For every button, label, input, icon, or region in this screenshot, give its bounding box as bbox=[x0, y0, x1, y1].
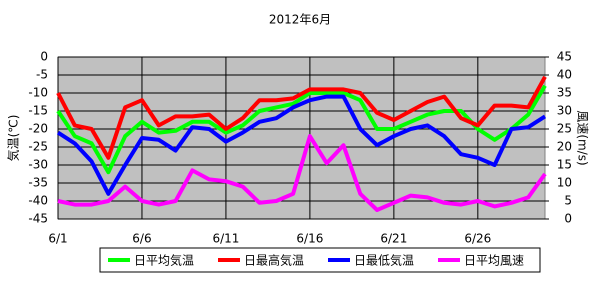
legend-label: 日最低気温 bbox=[354, 253, 414, 268]
y2-tick-label: 15 bbox=[557, 158, 572, 172]
x-tick-label: 6/6 bbox=[132, 232, 151, 246]
y-tick-label: -45 bbox=[28, 212, 48, 226]
y2-tick-label: 5 bbox=[564, 194, 572, 208]
legend-label: 日平均気温 bbox=[134, 253, 194, 268]
y2-axis-label: 風速(m/s) bbox=[576, 110, 590, 165]
y2-tick-label: 25 bbox=[557, 122, 572, 136]
legend-label: 日最高気温 bbox=[244, 253, 304, 268]
y-tick-label: -30 bbox=[28, 158, 48, 172]
y-tick-label: -40 bbox=[28, 194, 48, 208]
series-line bbox=[56, 94, 547, 196]
series-line bbox=[56, 84, 547, 175]
y-tick-label: -5 bbox=[36, 68, 48, 82]
x-tick-label: 6/11 bbox=[212, 232, 239, 246]
y2-tick-label: 30 bbox=[557, 104, 572, 118]
y-axis-label: 気温(℃) bbox=[6, 115, 21, 162]
y-tick-label: -35 bbox=[28, 176, 48, 190]
y2-tick-label: 10 bbox=[557, 176, 572, 190]
y2-tick-label: 20 bbox=[557, 140, 572, 154]
plot-area bbox=[57, 56, 546, 220]
y-tick-label: -10 bbox=[28, 86, 48, 100]
y2-tick-label: 45 bbox=[557, 50, 572, 64]
chart-title: 2012年6月 bbox=[269, 13, 331, 27]
legend-label: 日平均風速 bbox=[464, 254, 524, 268]
y2-tick-label: 40 bbox=[557, 68, 572, 82]
y-tick-label: -25 bbox=[28, 140, 48, 154]
series-line bbox=[56, 75, 547, 160]
x-tick-label: 6/26 bbox=[464, 232, 491, 246]
series-line bbox=[57, 134, 547, 212]
x-tick-label: 6/21 bbox=[380, 232, 407, 246]
x-tick-label: 6/16 bbox=[296, 232, 323, 246]
y-tick-label: 0 bbox=[40, 50, 48, 64]
x-tick-label: 6/1 bbox=[48, 232, 67, 246]
y-tick-label: -15 bbox=[28, 104, 48, 118]
y-tick-label: -20 bbox=[28, 122, 48, 136]
legend-box bbox=[99, 247, 541, 273]
y2-tick-label: 35 bbox=[557, 86, 572, 100]
y2-tick-label: 0 bbox=[564, 212, 572, 226]
